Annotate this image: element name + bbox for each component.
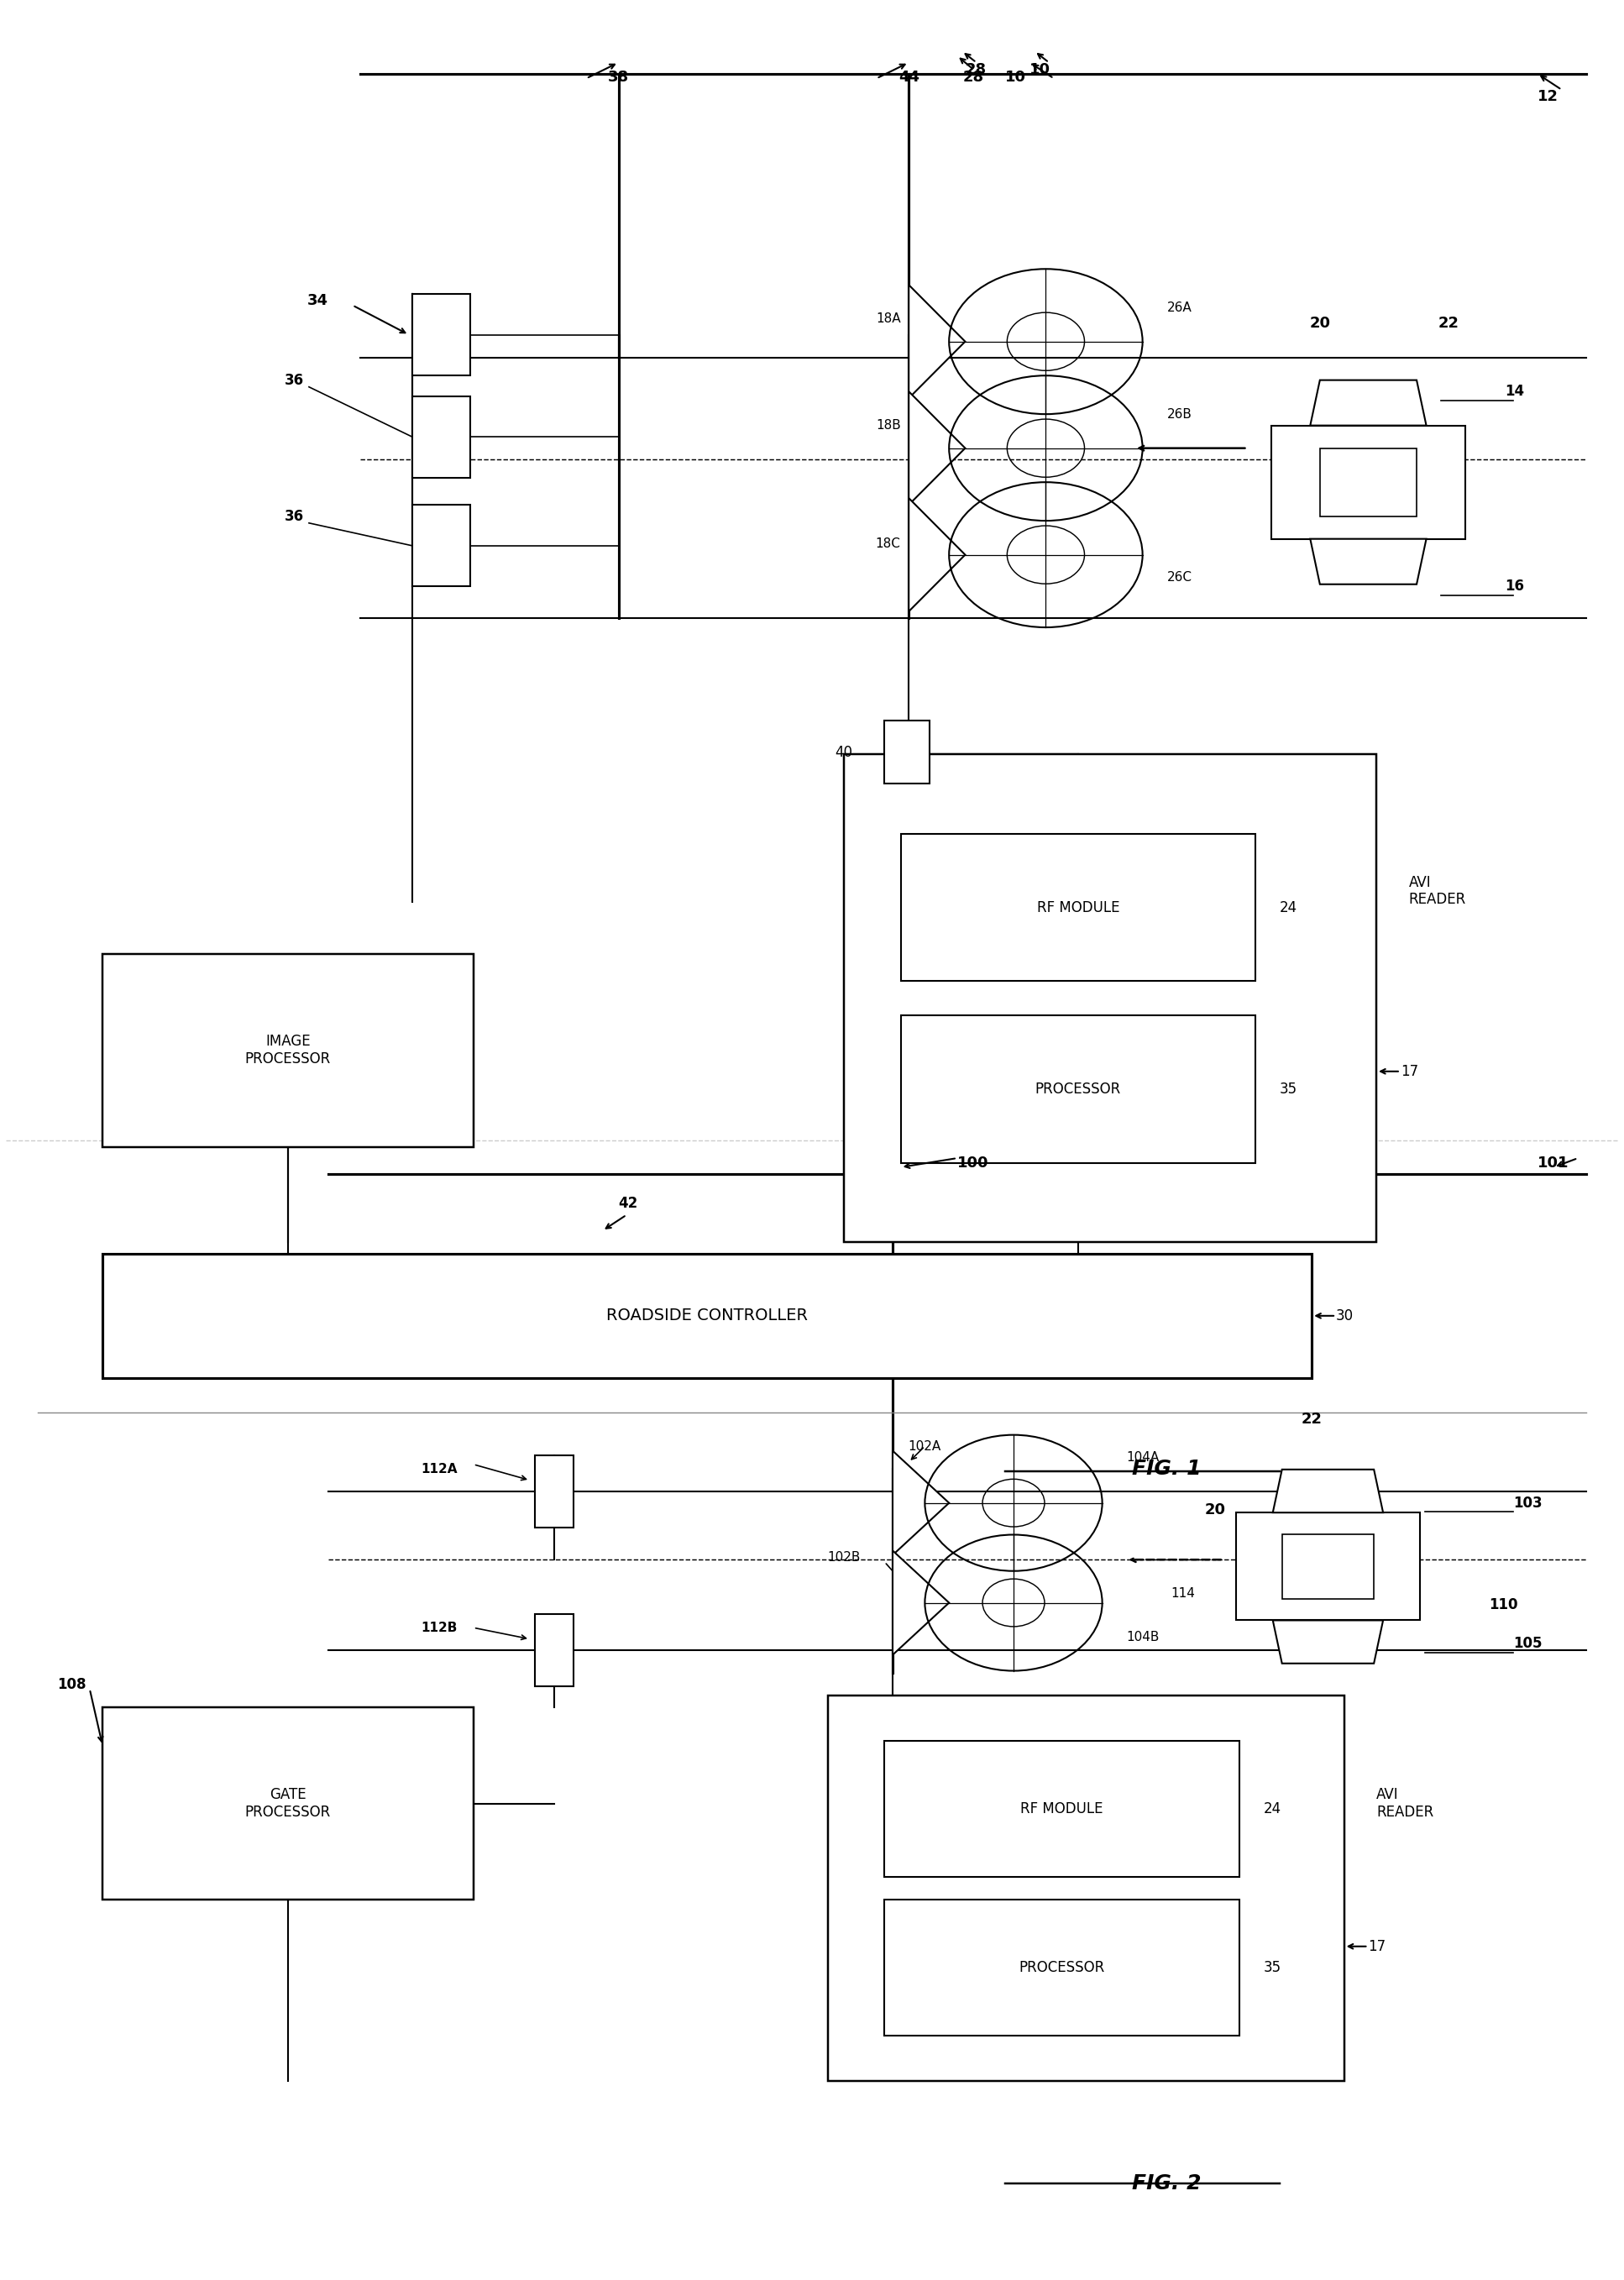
Text: 42: 42 xyxy=(619,1197,638,1211)
Text: 104A: 104A xyxy=(1127,1452,1160,1464)
Text: 18A: 18A xyxy=(875,312,901,326)
Bar xyxy=(885,720,929,784)
Bar xyxy=(901,1015,1255,1163)
Text: 112A: 112A xyxy=(421,1461,458,1475)
Text: 28: 28 xyxy=(965,62,986,78)
Text: 20: 20 xyxy=(1205,1503,1226,1516)
Text: 18B: 18B xyxy=(875,420,901,431)
Text: 104B: 104B xyxy=(1127,1630,1160,1644)
Text: 26C: 26C xyxy=(1166,572,1192,584)
Text: 22: 22 xyxy=(1439,317,1460,331)
Text: 34: 34 xyxy=(307,294,328,308)
Bar xyxy=(885,1899,1239,2036)
Text: 28: 28 xyxy=(963,71,984,84)
Polygon shape xyxy=(1311,381,1426,426)
Text: AVI
READER: AVI READER xyxy=(1408,876,1466,907)
Bar xyxy=(534,1455,573,1528)
Bar xyxy=(534,1614,573,1687)
Polygon shape xyxy=(1273,1471,1384,1512)
Text: 24: 24 xyxy=(1263,1801,1281,1817)
Text: 105: 105 xyxy=(1514,1637,1543,1651)
Bar xyxy=(828,1696,1345,2082)
Text: 38: 38 xyxy=(607,71,628,84)
Bar xyxy=(412,397,471,477)
Text: 102A: 102A xyxy=(908,1441,942,1452)
Text: FIG. 2: FIG. 2 xyxy=(1132,2173,1202,2193)
Text: 35: 35 xyxy=(1263,1961,1281,1974)
Text: 12: 12 xyxy=(1538,89,1559,105)
Bar xyxy=(412,504,471,586)
Bar xyxy=(1236,1512,1419,1621)
Text: 22: 22 xyxy=(1301,1411,1322,1427)
Text: FIG. 1: FIG. 1 xyxy=(1132,1459,1202,1480)
Text: 26A: 26A xyxy=(1166,301,1192,315)
Text: 112B: 112B xyxy=(421,1621,458,1635)
Text: 16: 16 xyxy=(1505,579,1525,595)
Text: 110: 110 xyxy=(1489,1598,1518,1612)
Polygon shape xyxy=(1273,1621,1384,1664)
Text: 35: 35 xyxy=(1280,1081,1298,1097)
Text: 100: 100 xyxy=(957,1156,989,1170)
Text: 103: 103 xyxy=(1514,1496,1543,1509)
Polygon shape xyxy=(909,497,965,611)
Polygon shape xyxy=(893,1450,948,1555)
Text: RF MODULE: RF MODULE xyxy=(1020,1801,1103,1817)
Text: PROCESSOR: PROCESSOR xyxy=(1034,1081,1121,1097)
Text: IMAGE
PROCESSOR: IMAGE PROCESSOR xyxy=(245,1035,331,1067)
Text: 40: 40 xyxy=(835,746,853,759)
Text: 30: 30 xyxy=(1337,1309,1354,1322)
Text: 10: 10 xyxy=(1030,62,1051,78)
Polygon shape xyxy=(1311,538,1426,584)
Bar xyxy=(844,755,1376,1243)
Bar xyxy=(885,1742,1239,1876)
Bar xyxy=(1281,1534,1374,1598)
Bar xyxy=(1272,426,1465,538)
Text: GATE
PROCESSOR: GATE PROCESSOR xyxy=(245,1788,331,1819)
Polygon shape xyxy=(909,392,965,504)
Text: RF MODULE: RF MODULE xyxy=(1036,901,1119,914)
Bar xyxy=(412,294,471,376)
Text: 10: 10 xyxy=(1005,71,1026,84)
Text: 102B: 102B xyxy=(827,1550,861,1564)
Bar xyxy=(1320,449,1416,515)
Bar xyxy=(102,1708,474,1899)
Bar xyxy=(901,834,1255,980)
Text: ROADSIDE CONTROLLER: ROADSIDE CONTROLLER xyxy=(606,1309,809,1325)
Text: 18C: 18C xyxy=(875,538,901,549)
Text: 17: 17 xyxy=(1369,1938,1385,1954)
Text: 101: 101 xyxy=(1538,1156,1569,1170)
Polygon shape xyxy=(893,1550,948,1655)
Text: PROCESSOR: PROCESSOR xyxy=(1018,1961,1104,1974)
Bar xyxy=(102,1254,1312,1377)
Text: 36: 36 xyxy=(284,372,304,388)
Text: 24: 24 xyxy=(1280,901,1298,914)
Text: 114: 114 xyxy=(1171,1587,1195,1601)
Text: 20: 20 xyxy=(1309,317,1330,331)
Text: 44: 44 xyxy=(898,71,919,84)
Text: 17: 17 xyxy=(1400,1065,1418,1078)
Polygon shape xyxy=(909,285,965,399)
Text: 36: 36 xyxy=(284,508,304,524)
Text: 14: 14 xyxy=(1505,383,1525,399)
Bar xyxy=(102,953,474,1147)
Text: 26B: 26B xyxy=(1166,408,1192,420)
Text: 108: 108 xyxy=(57,1676,86,1692)
Text: AVI
READER: AVI READER xyxy=(1376,1788,1434,1819)
